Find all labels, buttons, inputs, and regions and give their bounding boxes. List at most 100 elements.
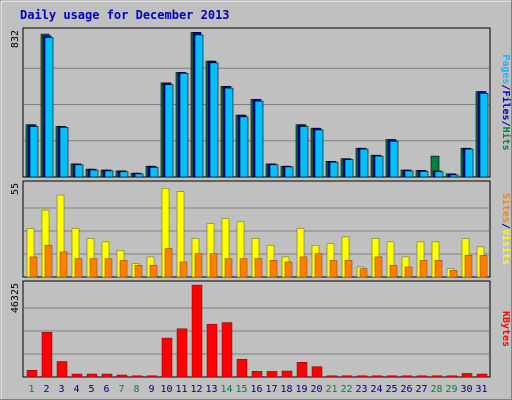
bar-sites	[134, 265, 143, 278]
bar-pages	[404, 170, 414, 178]
bar-sites	[149, 265, 158, 278]
bar-pages	[104, 170, 114, 178]
bar-pages	[59, 127, 69, 178]
x-tick-label: 20	[310, 384, 322, 395]
bar-kbytes	[71, 373, 83, 378]
x-tick-label: 27	[415, 384, 427, 395]
bar-pages	[284, 166, 294, 178]
bar-pages	[389, 140, 399, 178]
bar-kbytes	[431, 375, 443, 378]
x-tick-label: 28	[430, 384, 442, 395]
bar-sites	[434, 260, 443, 278]
bar-sites	[284, 261, 293, 278]
panel-visits-sites: 55 Sites/Visits	[10, 180, 512, 278]
bar-pages	[464, 148, 474, 178]
bar-sites	[389, 265, 398, 278]
bar-sites	[119, 260, 128, 278]
bar-kbytes	[371, 375, 383, 378]
bar-kbytes	[161, 337, 173, 378]
x-tick-label: 14	[220, 384, 232, 395]
legend-entry: Hits	[500, 127, 512, 151]
bar-kbytes	[311, 366, 323, 378]
bar-sites	[104, 258, 113, 278]
bar-sites	[374, 256, 383, 278]
bar-kbytes	[131, 375, 143, 378]
bar-kbytes	[26, 369, 38, 378]
bar-kbytes	[146, 375, 158, 378]
legend-entry: /	[500, 121, 511, 127]
x-tick-label: 1	[28, 384, 34, 395]
legend-entry: Files	[500, 90, 512, 120]
x-tick-label: 9	[148, 384, 154, 395]
bar-kbytes	[416, 375, 428, 378]
bar-pages	[74, 164, 84, 178]
x-tick-label: 16	[250, 384, 262, 395]
bar-sites	[44, 244, 53, 278]
bar-pages	[329, 161, 339, 178]
bar-pages	[194, 34, 204, 178]
x-tick-label: 10	[160, 384, 172, 395]
x-tick-label: 2	[43, 384, 49, 395]
bar-pages	[449, 174, 459, 178]
bar-sites	[59, 251, 68, 278]
x-tick-label: 8	[133, 384, 139, 395]
bar-kbytes	[236, 359, 248, 378]
legend-entry: Pages	[500, 54, 511, 84]
x-tick-label: 4	[73, 384, 79, 395]
bar-kbytes	[461, 373, 473, 378]
bar-pages	[239, 116, 249, 178]
bar-pages	[134, 173, 144, 178]
bar-pages	[344, 159, 354, 178]
bar-sites	[314, 253, 323, 278]
bar-sites	[269, 260, 278, 278]
legend-entry: Visits	[500, 229, 512, 265]
bar-pages	[89, 169, 99, 178]
bar-sites	[344, 260, 353, 278]
x-tick-label: 25	[385, 384, 397, 395]
bar-pages	[164, 84, 174, 178]
bar-pages	[149, 167, 159, 178]
bar-pages	[314, 129, 324, 178]
bar-sites	[404, 266, 413, 278]
x-tick-label: 31	[475, 384, 487, 395]
bar-kbytes	[251, 370, 263, 378]
bar-pages	[29, 126, 39, 178]
bar-sites	[299, 256, 308, 278]
bar-pages	[434, 171, 444, 178]
bar-pages	[254, 100, 264, 178]
x-tick-label: 30	[460, 384, 472, 395]
panel-kbytes: 46325 KBytes	[10, 280, 511, 378]
chart-title: Daily usage for December 2013	[20, 8, 230, 22]
x-tick-label: 29	[445, 384, 457, 395]
bar-pages	[224, 87, 234, 178]
bar-sites	[359, 268, 368, 278]
x-tick-label: 11	[175, 384, 187, 395]
x-tick-label: 26	[400, 384, 412, 395]
x-tick-label: 6	[103, 384, 109, 395]
bar-sites	[254, 258, 263, 278]
x-tick-label: 24	[370, 384, 382, 395]
bar-kbytes	[341, 375, 353, 378]
bar-sites	[479, 255, 488, 278]
bar-kbytes	[176, 328, 188, 378]
bar-pages	[119, 171, 129, 178]
bar-kbytes	[356, 375, 368, 378]
x-tick-label: 13	[205, 384, 217, 395]
bar-kbytes	[41, 332, 53, 378]
bar-kbytes	[116, 374, 128, 378]
bar-kbytes	[56, 361, 68, 378]
x-axis-labels: 1 2 3 4 5 6 7 8 9 10 11 12 13 14 15 16 17 18 19 20 21 22 23 24 2…	[28, 384, 487, 395]
bar-pages	[299, 126, 309, 178]
x-tick-label: 19	[295, 384, 307, 395]
bar-pages	[269, 164, 279, 178]
bar-pages	[374, 155, 384, 178]
bar-kbytes	[386, 375, 398, 378]
bar-pages	[44, 37, 54, 178]
x-tick-label: 21	[325, 384, 337, 395]
bar-sites	[74, 258, 83, 278]
bar-sites	[179, 261, 188, 278]
x-tick-label: 3	[58, 384, 64, 395]
y-max-label: 55	[10, 183, 21, 195]
